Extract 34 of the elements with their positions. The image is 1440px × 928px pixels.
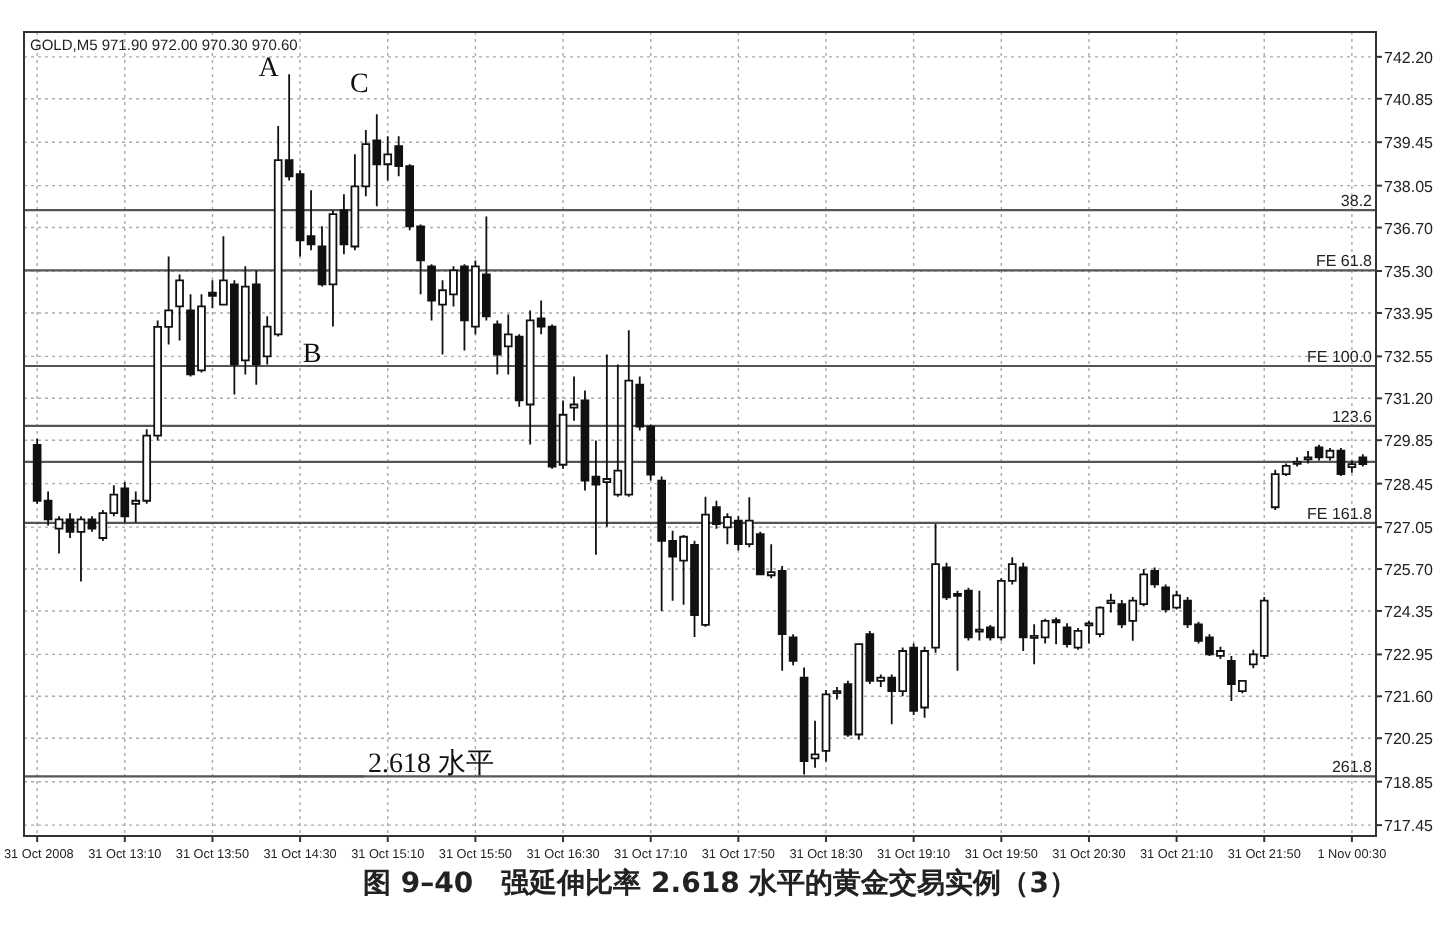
y-tick-label: 721.60 xyxy=(1384,688,1435,707)
candlestick xyxy=(788,633,798,667)
y-tick-label: 740.85 xyxy=(1384,90,1435,109)
annotation: 2.618 水平 xyxy=(368,748,494,781)
y-tick-label: 720.25 xyxy=(1384,730,1435,749)
annotation: A xyxy=(258,54,281,85)
y-tick-label: 732.55 xyxy=(1384,348,1435,367)
y-tick-label: 736.70 xyxy=(1384,219,1435,238)
caption: 图 9–40 强延伸比率 2.618 水平的黄金交易实例（3） xyxy=(363,866,1077,900)
candlestick xyxy=(1292,456,1302,468)
y-tick-label: 731.20 xyxy=(1384,390,1435,409)
candlestick xyxy=(821,689,831,763)
y-tick-label: 735.30 xyxy=(1384,263,1435,282)
annotation: 123.6 xyxy=(1331,407,1374,426)
y-tick-label: 717.45 xyxy=(1384,817,1435,836)
ref-line-label: FE 61.8 xyxy=(1315,252,1374,271)
y-tick-label: 733.95 xyxy=(1384,304,1435,323)
annotation: 261.8 xyxy=(1331,758,1374,777)
ref-line-label: FE 161.8 xyxy=(1307,504,1374,523)
annotation: C xyxy=(349,70,369,101)
candlestick xyxy=(175,273,184,342)
y-tick-label: 718.85 xyxy=(1384,773,1435,792)
y-tick-label: 729.85 xyxy=(1384,432,1435,451)
annotation: 38.2 xyxy=(1340,192,1374,211)
y-tick-label: 722.95 xyxy=(1384,646,1435,665)
y-tick-label: 725.70 xyxy=(1384,561,1435,580)
y-tick-label: 728.45 xyxy=(1384,475,1435,494)
y-tick-label: 742.20 xyxy=(1384,48,1435,67)
y-tick-label: 724.35 xyxy=(1384,602,1435,621)
y-tick-label: 739.45 xyxy=(1384,134,1435,153)
y-tick-label: 738.05 xyxy=(1384,177,1435,196)
ref-line-label: FE 100.0 xyxy=(1307,348,1374,367)
annotation: B xyxy=(302,339,322,370)
y-tick-label: 727.05 xyxy=(1384,519,1435,538)
